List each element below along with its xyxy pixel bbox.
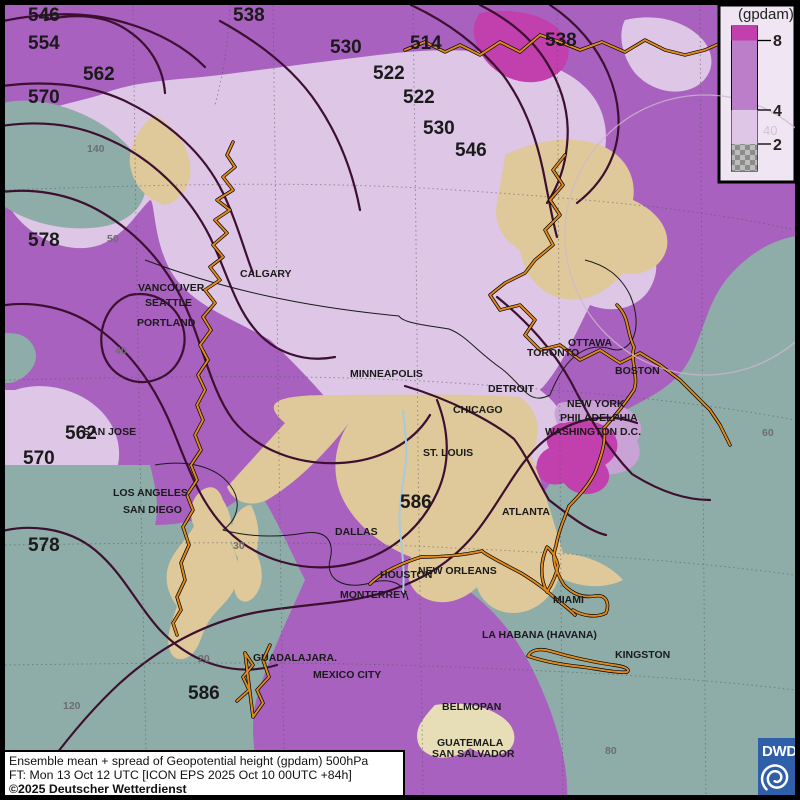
svg-text:40: 40 — [763, 123, 777, 138]
svg-text:8: 8 — [773, 33, 782, 50]
svg-text:4: 4 — [773, 103, 782, 120]
svg-text:(gpdam): (gpdam) — [738, 6, 794, 23]
svg-text:DWD: DWD — [762, 743, 795, 760]
svg-text:2: 2 — [773, 137, 782, 154]
